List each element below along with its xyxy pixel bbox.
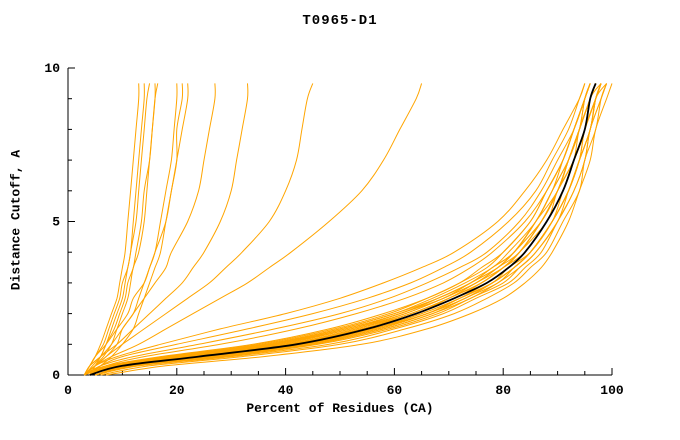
model-curve [83, 83, 249, 376]
x-tick-label: 40 [278, 383, 294, 398]
model-curve [95, 83, 602, 376]
model-curve [89, 83, 597, 376]
model-curves [83, 83, 613, 376]
chart-title: T0965-D1 [302, 13, 378, 29]
reference-curve [89, 83, 597, 376]
x-tick-label: 0 [64, 383, 72, 398]
y-tick-label: 0 [52, 368, 60, 383]
model-curve [83, 83, 159, 376]
model-curve [95, 83, 608, 376]
model-curve [89, 83, 597, 376]
model-curve [83, 83, 216, 376]
model-curve [83, 83, 423, 376]
x-tick-label: 60 [387, 383, 403, 398]
tick-labels: 0 20 40 60 80 100 0 5 10 [44, 61, 624, 398]
model-curve [84, 83, 586, 376]
model-curve [83, 83, 184, 376]
model-curve [89, 83, 189, 376]
model-curve [83, 83, 151, 376]
y-tick-label: 5 [52, 215, 60, 230]
model-curve [83, 83, 140, 376]
model-curve [106, 83, 613, 376]
model-curve [84, 83, 591, 376]
model-curve [100, 83, 608, 376]
model-curve [83, 83, 178, 376]
x-tick-label: 100 [600, 383, 624, 398]
model-curve [89, 83, 591, 376]
model-curve [89, 83, 156, 376]
x-axis-title: Percent of Residues (CA) [246, 401, 434, 416]
y-axis-title: Distance Cutoff, A [8, 149, 24, 291]
model-curve [83, 83, 586, 376]
x-tick-label: 20 [169, 383, 185, 398]
y-tick-label: 10 [44, 61, 60, 76]
model-curve [83, 83, 314, 376]
x-tick-label: 80 [495, 383, 511, 398]
